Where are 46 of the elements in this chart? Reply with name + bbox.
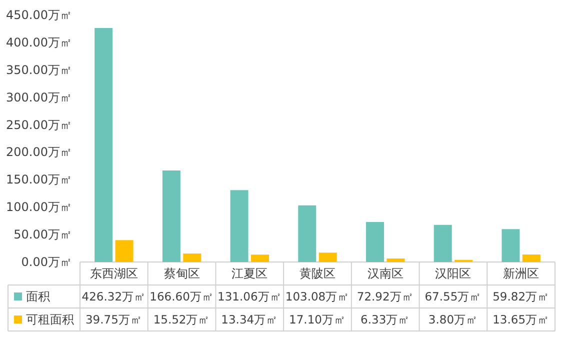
x-tick-label: 新洲区 [503,266,540,280]
y-tick-label: 400.00万㎡ [6,35,72,50]
y-tick-label: 100.00万㎡ [6,200,72,214]
y-tick-label: 150.00万㎡ [6,172,72,187]
y-tick-label: 50.00万㎡ [14,228,72,242]
x-tick-label: 汉南区 [367,266,404,280]
bar [250,254,269,262]
bar [230,190,248,262]
data-label: 3.80万㎡ [428,312,478,326]
bar [298,205,316,262]
x-tick-label: 江夏区 [232,266,268,280]
legend-label: 可租面积 [26,312,74,326]
y-tick-label: 200.00万㎡ [6,145,72,160]
x-tick-label: 蔡甸区 [164,266,200,280]
bar [115,240,134,262]
data-label: 17.10万㎡ [289,312,346,326]
y-tick-label: 450.00万㎡ [6,8,72,22]
x-tick-label: 黄陂区 [300,266,336,280]
bar [386,258,405,262]
data-label: 13.34万㎡ [221,312,278,326]
bar [183,253,202,262]
y-tick-label: 350.00万㎡ [6,62,72,77]
bar [434,224,452,262]
bar [366,222,384,262]
data-label: 15.52万㎡ [153,312,210,326]
data-label: 6.33万㎡ [360,312,410,326]
bar [162,170,180,262]
y-tick-label: 250.00万㎡ [6,118,72,132]
y-tick-label: 0.00万㎡ [21,255,72,269]
bar [318,252,337,262]
legend-label: 面积 [26,290,50,304]
x-tick-label: 汉阳区 [435,266,472,280]
data-label: 59.82万㎡ [492,290,550,304]
x-tick-label: 东西湖区 [90,266,138,280]
bar [94,28,113,262]
y-tick-label: 300.00万㎡ [6,90,72,104]
data-label: 166.60万㎡ [150,290,214,304]
data-label: 39.75万㎡ [85,312,142,326]
data-label: 72.92万㎡ [356,290,414,304]
bar [522,254,540,262]
data-label: 103.08万㎡ [285,290,350,304]
data-label: 67.55万㎡ [424,290,482,304]
data-label: 13.65万㎡ [492,312,550,326]
data-label: 426.32万㎡ [82,290,146,304]
bar [502,229,520,262]
data-label: 131.06万㎡ [218,290,282,304]
